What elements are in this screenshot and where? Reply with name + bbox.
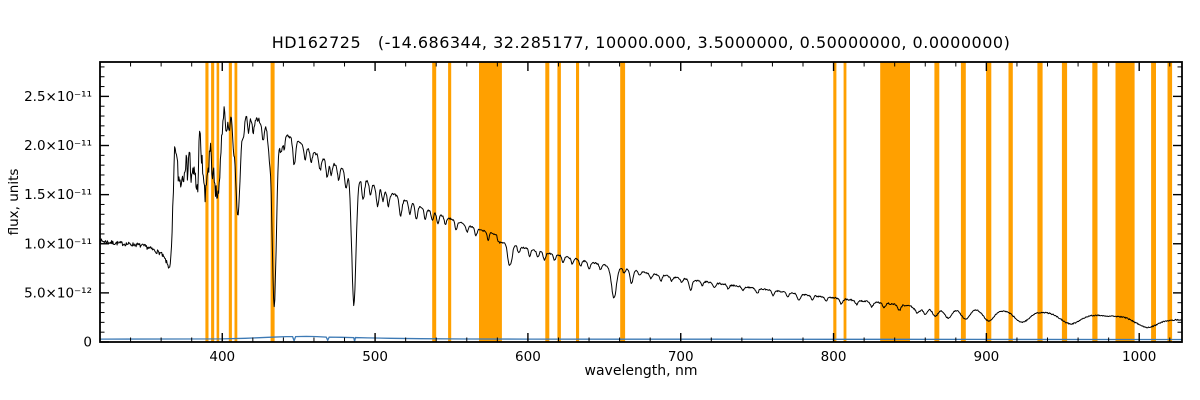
masked-band [576,62,580,342]
masked-band [1008,62,1013,342]
masked-band [986,62,992,342]
masked-band [620,62,626,342]
masked-band [1115,62,1135,342]
masked-band [228,62,232,342]
x-tick-label: 400 [209,349,235,365]
masked-band [833,62,837,342]
y-tick-label: 1.0×10⁻¹¹ [24,236,92,252]
y-axis-label: flux, units [6,168,22,236]
y-tick-label: 1.5×10⁻¹¹ [24,187,92,203]
x-tick-label: 600 [515,349,541,365]
masked-band [234,62,238,342]
secondary-line [99,335,1183,343]
masked-band [545,62,550,342]
x-axis-label: wavelength, nm [584,363,698,379]
masked-band [934,62,940,342]
masked-band [960,62,966,342]
y-tick-label: 2.0×10⁻¹¹ [24,138,92,154]
masked-band [216,62,220,342]
chart-title: HD162725 (-14.686344, 32.285177, 10000.0… [271,33,1011,52]
spectrum-line [99,106,1183,329]
masked-band [1151,62,1156,342]
x-tick-label: 500 [362,349,388,365]
y-tick-label: 5.0×10⁻¹² [24,285,92,301]
masked-band [880,62,910,342]
masked-band [211,62,215,342]
masked-band [205,62,209,342]
masked-band [479,62,502,342]
x-tick-label: 700 [668,349,694,365]
masked-band [557,62,561,342]
masked-band [1167,62,1173,342]
masked-band [432,62,437,342]
masked-band [448,62,452,342]
masked-band [1092,62,1098,342]
x-tick-label: 900 [973,349,999,365]
masked-band [270,62,275,342]
masked-band [1037,62,1043,342]
x-tick-label: 800 [821,349,847,365]
x-tick-label: 1000 [1122,349,1156,365]
plot-border [99,61,1183,343]
masked-band [1061,62,1068,342]
y-tick-label: 0 [83,335,92,351]
masked-band [843,62,847,342]
y-tick-label: 2.5×10⁻¹¹ [24,89,92,105]
